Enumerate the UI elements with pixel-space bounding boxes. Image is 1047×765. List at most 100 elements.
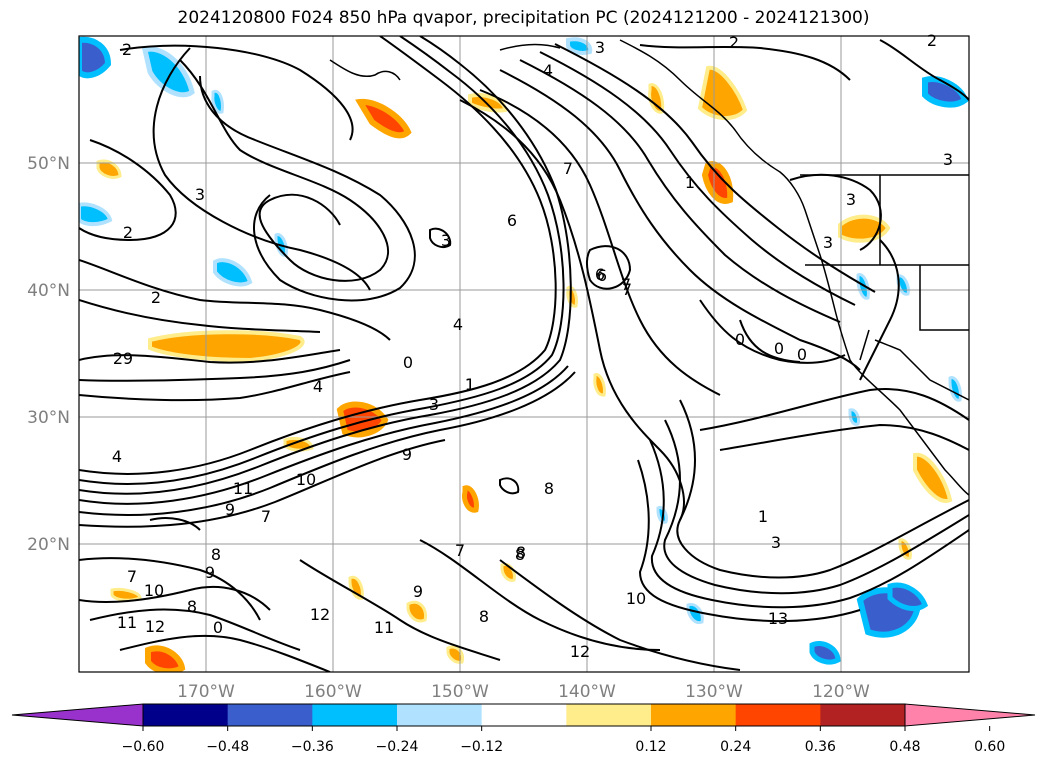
contour-label: 10 bbox=[626, 589, 646, 608]
precip-patch bbox=[145, 645, 186, 672]
precip-patch bbox=[148, 330, 305, 363]
contour-label: 2 bbox=[122, 40, 132, 59]
contour-label: 2 bbox=[729, 33, 739, 52]
precip-patch bbox=[648, 83, 665, 114]
colorbar-extend-low bbox=[11, 703, 144, 727]
contour-label: 8 bbox=[515, 545, 525, 564]
colorbar-segment bbox=[566, 704, 652, 726]
contour-label: 7 bbox=[622, 280, 632, 299]
colorbar-tick-label: 0.60 bbox=[974, 739, 1005, 755]
contour-label: 9 bbox=[225, 500, 235, 519]
contour-label: 4 bbox=[453, 315, 463, 334]
contour-label: 4 bbox=[313, 377, 323, 396]
colorbar-segment bbox=[481, 704, 567, 726]
contour-label: 9 bbox=[205, 563, 215, 582]
contour-label: 3 bbox=[771, 533, 781, 552]
contour-label: 2 bbox=[123, 223, 133, 242]
colorbar-tick-label: −0.24 bbox=[376, 739, 419, 755]
contour-label: 11 bbox=[233, 479, 253, 498]
precipitation-shading bbox=[79, 36, 969, 672]
precip-patch bbox=[142, 46, 195, 98]
lon-label: 120°W bbox=[812, 682, 870, 702]
colorbar-segment bbox=[397, 704, 483, 726]
contour-label: 3 bbox=[846, 190, 856, 209]
precip-patch bbox=[809, 641, 841, 665]
lat-label: 30°N bbox=[27, 408, 70, 428]
contour-label: 0 bbox=[735, 330, 745, 349]
contour-label: 3 bbox=[943, 150, 953, 169]
colorbar-tick-label: −0.36 bbox=[291, 739, 334, 755]
lon-label: 150°W bbox=[431, 682, 489, 702]
map-title: 2024120800 F024 850 hPa qvapor, precipit… bbox=[177, 8, 870, 28]
lon-label: 140°W bbox=[558, 682, 616, 702]
contour-label: 8 bbox=[211, 545, 221, 564]
contour-label: 7 bbox=[563, 159, 573, 178]
contour-label: 1 bbox=[465, 375, 475, 394]
contour-label: 6 bbox=[507, 211, 517, 230]
contour-label: 12 bbox=[570, 642, 590, 661]
colorbar-tick-label: 0.12 bbox=[635, 739, 666, 755]
lat-label: 40°N bbox=[27, 281, 70, 301]
contour-label: 2 bbox=[927, 31, 937, 50]
contour-label: 0 bbox=[403, 353, 413, 372]
contour-label: 2 bbox=[151, 288, 161, 307]
contour-label: 12 bbox=[145, 617, 165, 636]
contour-label: 6 bbox=[595, 265, 605, 284]
precip-patch bbox=[686, 602, 704, 625]
contour-label: 9 bbox=[402, 445, 412, 464]
colorbar-tick-label: −0.48 bbox=[206, 739, 249, 755]
lat-labels: 50°N 40°N 30°N 20°N bbox=[27, 154, 70, 555]
colorbar-tick-label: 0.36 bbox=[805, 739, 836, 755]
map-frame bbox=[78, 35, 970, 673]
contour-label: 0 bbox=[774, 339, 784, 358]
lon-label: 130°W bbox=[685, 682, 743, 702]
coastline bbox=[329, 39, 969, 496]
colorbar-extend-high bbox=[904, 703, 1036, 727]
colorbar-tick-label: 0.48 bbox=[889, 739, 920, 755]
contour-label: 0 bbox=[797, 345, 807, 364]
precip-patch bbox=[96, 159, 122, 179]
contour-label: 10 bbox=[296, 470, 316, 489]
lat-label: 50°N bbox=[27, 154, 70, 174]
colorbar-tick-label: −0.60 bbox=[122, 739, 165, 755]
contour-label: 1 bbox=[465, 375, 475, 394]
precip-patch bbox=[79, 202, 113, 227]
contour-label: 11 bbox=[117, 613, 137, 632]
colorbar-segment bbox=[735, 704, 821, 726]
qvapor-contours bbox=[79, 36, 969, 672]
precip-patch bbox=[913, 452, 953, 503]
contour-label: 8 bbox=[544, 479, 554, 498]
precip-patch bbox=[462, 485, 479, 513]
contour-label: 3 bbox=[441, 231, 451, 250]
contour-label: 8 bbox=[516, 543, 526, 562]
contour-label: 7 bbox=[261, 507, 271, 526]
precip-patch bbox=[887, 582, 929, 611]
colorbar-tick-label: −0.12 bbox=[460, 739, 503, 755]
precip-patch bbox=[213, 258, 253, 287]
contour-label: 3 bbox=[429, 395, 439, 414]
colorbar-tick-labels: −0.60 −0.48 −0.36 −0.24 −0.12 0.12 0.24 0.36 0.4… bbox=[122, 726, 1005, 755]
precip-patch bbox=[355, 98, 412, 139]
contour-label: 3 bbox=[595, 38, 605, 57]
contour-label: 7 bbox=[621, 275, 631, 294]
map-panel bbox=[78, 35, 970, 673]
colorbar bbox=[11, 703, 1036, 727]
contour-label: 0 bbox=[213, 618, 223, 637]
precip-patch bbox=[110, 588, 142, 602]
precip-patch bbox=[701, 161, 734, 204]
lon-labels: 170°W 160°W 150°W 140°W 130°W 120°W bbox=[177, 682, 870, 702]
contour-label: 11 bbox=[374, 618, 394, 637]
colorbar-segment bbox=[143, 704, 229, 726]
precip-patch bbox=[856, 273, 870, 300]
contour-label: 12 bbox=[310, 605, 330, 624]
precip-patch bbox=[79, 36, 112, 79]
contour-label: 4 bbox=[112, 447, 122, 466]
contour-label: 6 bbox=[597, 266, 607, 285]
contour-label: 2 bbox=[113, 349, 123, 368]
lat-label: 20°N bbox=[27, 535, 70, 555]
lon-label: 170°W bbox=[177, 682, 235, 702]
precip-patch bbox=[697, 65, 748, 120]
colorbar-segment bbox=[312, 704, 398, 726]
